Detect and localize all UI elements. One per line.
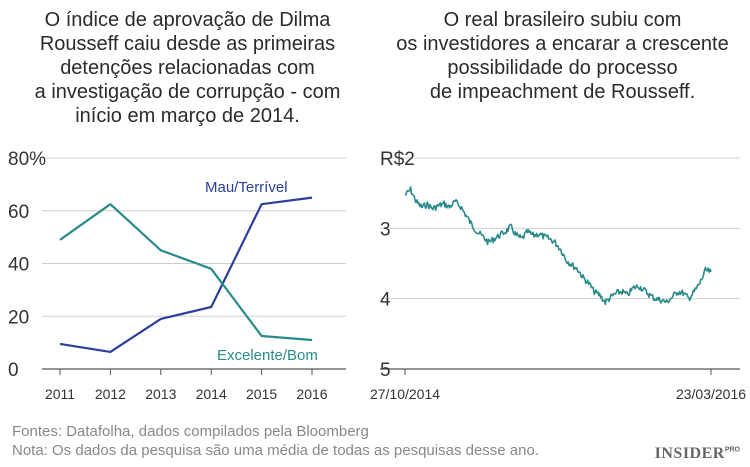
left-y-tick-label: 80% — [8, 149, 46, 170]
right-y-tick-label: 3 — [380, 219, 391, 240]
left-y-tick-label: 20 — [8, 307, 29, 328]
left-x-tick-label: 2015 — [246, 386, 277, 402]
right-y-tick-label: 5 — [380, 360, 391, 381]
charts-svg: 80% 60 40 20 0 2011 2012 2013 2014 2015 2016 Mau/Te… — [8, 149, 746, 402]
right-x-tick-label: 27/10/2014 — [370, 386, 440, 402]
left-x-tick-label: 2014 — [196, 386, 227, 402]
title-line: de impeachment de Rousseff. — [429, 81, 696, 103]
title-line: possibilidade do processo — [447, 57, 678, 79]
mau-terrivel-label: Mau/Terrível — [205, 179, 288, 196]
mau-terrivel-line — [59, 196, 313, 353]
sources-note: Fontes: Datafolha, dados compilados pela… — [12, 423, 369, 440]
left-x-tick-label: 2016 — [296, 386, 327, 402]
title-line: O real brasileiro subiu com — [443, 9, 682, 31]
brl-exchange-rate-line — [404, 186, 712, 306]
right-x-tick-label: 23/03/2016 — [676, 386, 746, 402]
left-x-tick-label: 2013 — [145, 386, 176, 402]
title-line: os investidores a encarar a crescente — [396, 33, 729, 55]
data-note: Nota: Os dados da pesquisa são uma média… — [12, 442, 539, 459]
right-y-tick-label: 4 — [380, 290, 391, 311]
left-x-tick-label: 2012 — [95, 386, 126, 402]
right-chart-title: O real brasileiro subiu com os investidor… — [375, 8, 750, 104]
excelente-bom-line — [59, 203, 313, 342]
brand-logo: INSIDERPRO — [654, 445, 740, 462]
left-chart-title: O índice de aprovação de Dilma Rousseff c… — [0, 8, 375, 128]
left-x-tick-label: 2011 — [45, 386, 75, 402]
title-line: Rousseff caiu desde as primeiras — [39, 33, 336, 55]
left-y-tick-label: 60 — [8, 202, 29, 223]
title-line: O índice de aprovação de Dilma — [44, 9, 331, 31]
left-y-tick-label: 40 — [8, 255, 29, 276]
right-y-tick-label: R$2 — [380, 149, 415, 170]
left-y-tick-label: 0 — [8, 360, 19, 381]
title-line: detenções relacionadas com — [60, 57, 315, 79]
title-line: início em março de 2014. — [75, 105, 300, 127]
title-line: a investigação de corrupção - com — [34, 81, 341, 103]
excelente-bom-label: Excelente/Bom — [217, 347, 318, 364]
